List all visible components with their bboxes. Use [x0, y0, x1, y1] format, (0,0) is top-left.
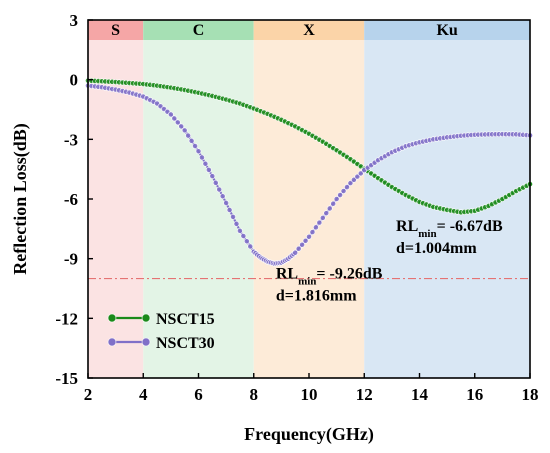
series-point-nsct30: [309, 229, 316, 235]
series-point-nsct30: [223, 200, 230, 206]
band-label-s: S: [111, 22, 120, 39]
annotation-rl-min-nsct15: RLmin= -6.67dB: [396, 218, 503, 240]
legend-marker-nsct30: [141, 337, 151, 347]
x-axis-title: Frequency(GHz): [244, 424, 374, 445]
band-label-c: C: [193, 22, 205, 39]
band-c-area: [143, 20, 254, 378]
series-point-nsct30: [237, 227, 243, 234]
legend-label-nsct30: NSCT30: [156, 335, 215, 352]
series-point-nsct30: [243, 238, 250, 245]
annotation-prefix: RL: [276, 266, 298, 283]
x-tick-label: 2: [84, 385, 93, 404]
series-point-nsct30: [247, 243, 254, 250]
band-ku-header: [364, 20, 530, 40]
series-point-nsct30: [219, 193, 226, 200]
series-point-nsct30: [233, 220, 240, 227]
series-point-nsct30: [323, 210, 330, 217]
series-point-nsct30: [340, 188, 347, 194]
legend-marker-nsct30: [107, 337, 117, 347]
series-point-nsct30: [230, 213, 236, 220]
band-c-header: [143, 20, 254, 40]
series-point-nsct30: [209, 173, 216, 180]
series-point-nsct30: [199, 154, 205, 161]
annotation-thickness-rl-min-nsct30: d=1.816mm: [276, 288, 357, 305]
y-tick-label: -15: [55, 369, 78, 388]
series-point-nsct30: [306, 233, 312, 240]
x-tick-label: 16: [466, 385, 483, 404]
series-point-nsct30: [212, 179, 219, 186]
series-point-nsct30: [299, 241, 305, 248]
series-point-nsct30: [167, 111, 174, 118]
band-x-area: [253, 20, 365, 378]
band-label-x: X: [303, 22, 315, 39]
series-point-nsct30: [337, 192, 343, 198]
y-tick-label: -12: [55, 309, 78, 328]
annotation-thickness-rl-min-nsct15: d=1.004mm: [396, 240, 477, 257]
annotation-rl-min-nsct30: RLmin= -9.26dB: [276, 266, 383, 288]
series-point-nsct30: [316, 219, 323, 226]
y-tick-label: -6: [64, 190, 78, 209]
x-tick-label: 10: [301, 385, 318, 404]
series-point-nsct30: [188, 137, 195, 144]
annotation-value: = -9.26dB: [316, 266, 382, 283]
y-tick-label: -3: [64, 130, 78, 149]
series-point-nsct30: [216, 186, 223, 193]
series-point-nsct30: [240, 233, 247, 239]
x-tick-label: 8: [250, 385, 259, 404]
series-point-nsct30: [202, 160, 209, 167]
annotation-prefix: RL: [396, 218, 418, 235]
series-point-nsct30: [195, 148, 202, 155]
y-tick-label: 0: [70, 71, 79, 90]
band-x-header: [253, 20, 365, 40]
band-s-area: [88, 20, 144, 378]
x-tick-label: 4: [139, 385, 148, 404]
series-point-nsct30: [178, 123, 185, 130]
x-tick-label: 6: [194, 385, 203, 404]
series-point-nsct30: [226, 207, 233, 213]
annotation-subscript: min: [298, 276, 316, 288]
series-point-nsct30: [302, 237, 309, 244]
x-tick-label: 12: [356, 385, 373, 404]
series-point-nsct30: [330, 200, 337, 207]
series-point-nsct30: [344, 184, 350, 190]
series-point-nsct30: [171, 115, 178, 122]
series-point-nsct30: [181, 127, 188, 134]
series-point-nsct30: [185, 132, 192, 139]
series-point-nsct30: [333, 196, 340, 202]
series-point-nsct30: [319, 214, 326, 221]
y-axis-title: Reflection Loss(dB): [10, 123, 31, 275]
series-point-nsct30: [326, 205, 333, 212]
series-point-nsct30: [192, 143, 198, 149]
legend-marker-nsct15: [141, 313, 151, 323]
series-point-nsct30: [295, 245, 302, 252]
annotation-subscript: min: [418, 228, 436, 240]
series-point-nsct30: [292, 249, 299, 256]
series-point-nsct30: [205, 167, 212, 173]
x-tick-label: 18: [522, 385, 539, 404]
y-tick-label: -9: [64, 250, 78, 269]
band-label-ku: Ku: [436, 22, 457, 39]
y-tick-label: 3: [70, 11, 79, 30]
x-tick-label: 14: [411, 385, 429, 404]
series-point-nsct30: [174, 119, 181, 126]
series-point-nsct30: [313, 224, 319, 231]
band-s-header: [88, 20, 144, 40]
legend-marker-nsct15: [107, 313, 117, 323]
annotation-value: = -6.67dB: [437, 218, 503, 235]
legend-label-nsct15: NSCT15: [156, 311, 215, 328]
